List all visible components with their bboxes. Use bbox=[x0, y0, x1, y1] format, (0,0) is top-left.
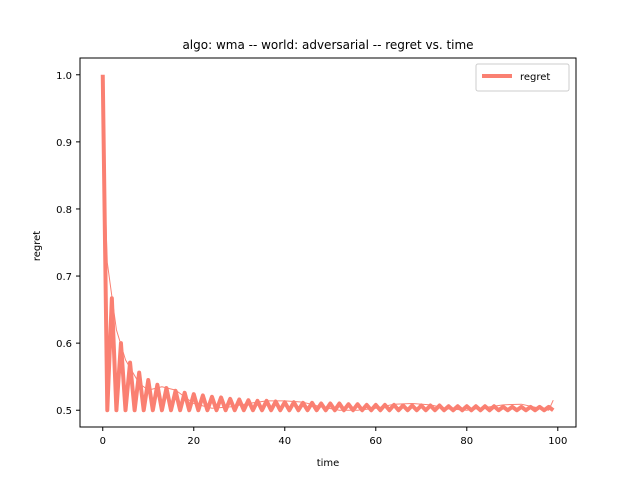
y-tick-label: 0.9 bbox=[56, 138, 72, 149]
x-tick-label: 20 bbox=[187, 436, 200, 447]
y-tick-label: 0.6 bbox=[56, 339, 72, 350]
plot-area bbox=[100, 74, 555, 413]
chart-title: algo: wma -- world: adversarial -- regre… bbox=[182, 38, 473, 52]
plot-frame bbox=[79, 57, 577, 428]
legend: regret bbox=[475, 63, 570, 92]
x-tick-label: 100 bbox=[548, 436, 567, 447]
legend-label-regret: regret bbox=[520, 72, 550, 83]
x-tick-label: 80 bbox=[460, 436, 473, 447]
y-tick-label: 0.5 bbox=[56, 406, 72, 417]
legend-box bbox=[475, 63, 570, 92]
x-tick-label: 40 bbox=[278, 436, 291, 447]
y-tick-label: 0.8 bbox=[56, 205, 72, 216]
y-axis: 0.5 0.6 0.7 0.8 0.9 1.0 bbox=[56, 71, 80, 417]
x-tick-label: 60 bbox=[369, 436, 382, 447]
y-tick-label: 1.0 bbox=[56, 71, 72, 82]
series-line-trend-1 bbox=[102, 128, 554, 411]
y-axis-label: regret bbox=[32, 231, 43, 261]
x-tick-label: 0 bbox=[100, 436, 106, 447]
y-tick-label: 0.7 bbox=[56, 272, 72, 283]
x-axis-label: time bbox=[317, 458, 340, 469]
x-axis: 0 20 40 60 80 100 bbox=[100, 427, 567, 447]
